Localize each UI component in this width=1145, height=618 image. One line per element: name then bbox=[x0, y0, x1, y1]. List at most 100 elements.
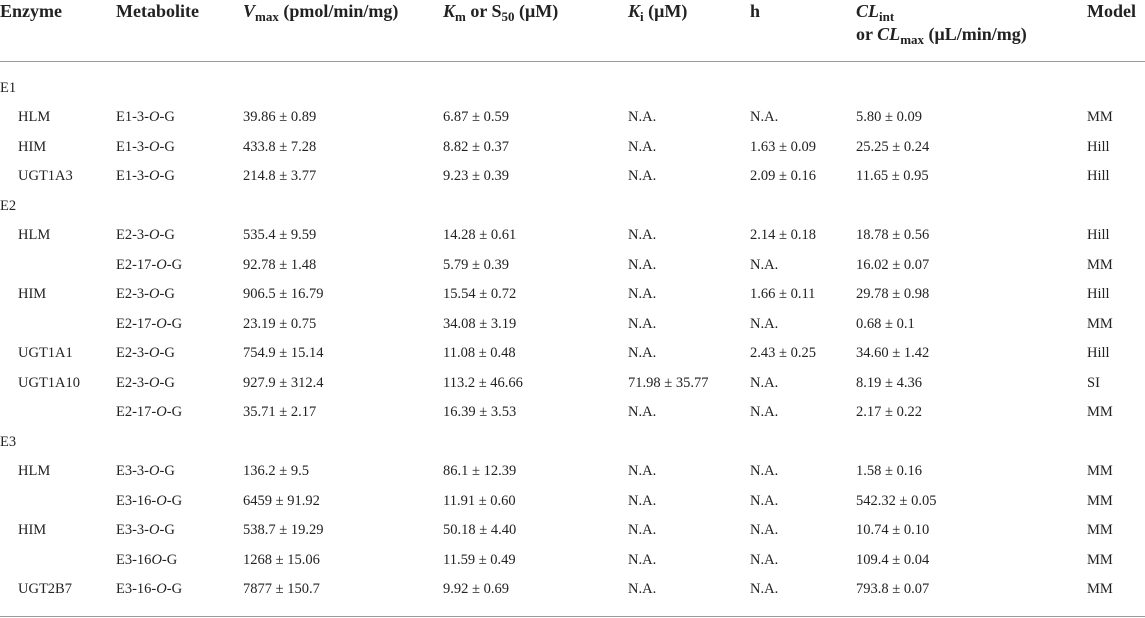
cell-vmax: 92.78 ± 1.48 bbox=[243, 257, 317, 273]
group-label-e1: E1 bbox=[0, 80, 17, 96]
cell-metabolite: E1-3-O-G bbox=[116, 139, 175, 155]
cell-h: N.A. bbox=[750, 375, 779, 391]
cell-enzyme: UGT2B7 bbox=[18, 581, 72, 597]
cell-enzyme: HIM bbox=[18, 286, 47, 302]
cell-vmax: 538.7 ± 19.29 bbox=[243, 522, 324, 538]
cell-km: 34.08 ± 3.19 bbox=[443, 316, 517, 332]
cell-metabolite: E3-16O-G bbox=[116, 552, 178, 568]
cell-metabolite: E3-16-O-G bbox=[116, 493, 183, 509]
cell-h: N.A. bbox=[750, 581, 779, 597]
cell-vmax: 433.8 ± 7.28 bbox=[243, 139, 317, 155]
cell-ki: N.A. bbox=[628, 139, 657, 155]
group-label-e3: E3 bbox=[0, 434, 17, 450]
cell-ki: N.A. bbox=[628, 581, 657, 597]
cell-cl: 29.78 ± 0.98 bbox=[856, 286, 930, 302]
cell-model: MM bbox=[1087, 552, 1113, 568]
cell-model: MM bbox=[1087, 404, 1113, 420]
cell-ki: N.A. bbox=[628, 286, 657, 302]
cell-km: 11.08 ± 0.48 bbox=[443, 345, 516, 361]
cell-vmax: 35.71 ± 2.17 bbox=[243, 404, 317, 420]
cell-metabolite: E3-3-O-G bbox=[116, 522, 175, 538]
cell-h: N.A. bbox=[750, 316, 779, 332]
cell-km: 6.87 ± 0.59 bbox=[443, 109, 509, 125]
cell-model: MM bbox=[1087, 109, 1113, 125]
cell-km: 113.2 ± 46.66 bbox=[443, 375, 523, 391]
header-metabolite: Metabolite bbox=[116, 1, 199, 21]
cell-ki: N.A. bbox=[628, 345, 657, 361]
header-h: h bbox=[750, 1, 761, 21]
cell-km: 5.79 ± 0.39 bbox=[443, 257, 509, 273]
cell-km: 14.28 ± 0.61 bbox=[443, 227, 517, 243]
cell-cl: 793.8 ± 0.07 bbox=[856, 581, 930, 597]
cell-ki: N.A. bbox=[628, 404, 657, 420]
cell-vmax: 1268 ± 15.06 bbox=[243, 552, 320, 568]
cell-km: 50.18 ± 4.40 bbox=[443, 522, 517, 538]
cell-enzyme: HIM bbox=[18, 522, 47, 538]
cell-vmax: 214.8 ± 3.77 bbox=[243, 168, 317, 184]
cell-h: N.A. bbox=[750, 257, 779, 273]
cell-cl: 10.74 ± 0.10 bbox=[856, 522, 930, 538]
cell-cl: 25.25 ± 0.24 bbox=[856, 139, 930, 155]
cell-h: N.A. bbox=[750, 552, 779, 568]
cell-h: 2.09 ± 0.16 bbox=[750, 168, 816, 184]
cell-model: MM bbox=[1087, 581, 1113, 597]
header-enzyme: Enzyme bbox=[0, 1, 62, 21]
cell-model: Hill bbox=[1087, 286, 1110, 302]
header-km: Km or S50 (μM) bbox=[443, 1, 559, 24]
cell-vmax: 535.4 ± 9.59 bbox=[243, 227, 317, 243]
cell-model: Hill bbox=[1087, 345, 1110, 361]
cell-h: 2.14 ± 0.18 bbox=[750, 227, 816, 243]
cell-km: 86.1 ± 12.39 bbox=[443, 463, 517, 479]
cell-h: N.A. bbox=[750, 463, 779, 479]
cell-cl: 8.19 ± 4.36 bbox=[856, 375, 922, 391]
cell-model: MM bbox=[1087, 522, 1113, 538]
cell-metabolite: E3-3-O-G bbox=[116, 463, 175, 479]
cell-km: 9.92 ± 0.69 bbox=[443, 581, 509, 597]
cell-model: Hill bbox=[1087, 227, 1110, 243]
header-vmax: Vmax (pmol/min/mg) bbox=[243, 1, 399, 24]
cell-metabolite: E3-16-O-G bbox=[116, 581, 183, 597]
cell-metabolite: E2-3-O-G bbox=[116, 286, 175, 302]
cell-km: 16.39 ± 3.53 bbox=[443, 404, 517, 420]
header-model: Model bbox=[1087, 1, 1136, 21]
cell-ki: N.A. bbox=[628, 227, 657, 243]
cell-enzyme: UGT1A1 bbox=[18, 345, 73, 361]
cell-model: MM bbox=[1087, 316, 1113, 332]
cell-ki: N.A. bbox=[628, 493, 657, 509]
header-rule bbox=[0, 61, 1145, 62]
cell-cl: 1.58 ± 0.16 bbox=[856, 463, 922, 479]
cell-km: 8.82 ± 0.37 bbox=[443, 139, 509, 155]
cell-cl: 109.4 ± 0.04 bbox=[856, 552, 930, 568]
cell-h: 1.66 ± 0.11 bbox=[750, 286, 816, 302]
cell-model: Hill bbox=[1087, 139, 1110, 155]
cell-model: SI bbox=[1087, 375, 1100, 391]
cell-metabolite: E1-3-O-G bbox=[116, 109, 175, 125]
cell-model: MM bbox=[1087, 493, 1113, 509]
cell-cl: 11.65 ± 0.95 bbox=[856, 168, 929, 184]
cell-ki: N.A. bbox=[628, 522, 657, 538]
cell-h: N.A. bbox=[750, 109, 779, 125]
cell-enzyme: HIM bbox=[18, 139, 47, 155]
group-label-e2: E2 bbox=[0, 198, 17, 214]
cell-ki: N.A. bbox=[628, 109, 657, 125]
header-cl: CLint or CLmax (μL/min/mg) bbox=[856, 1, 1027, 47]
cell-metabolite: E2-17-O-G bbox=[116, 257, 183, 273]
cell-h: N.A. bbox=[750, 404, 779, 420]
cell-vmax: 23.19 ± 0.75 bbox=[243, 316, 317, 332]
cell-enzyme: UGT1A3 bbox=[18, 168, 73, 184]
bottom-rule bbox=[0, 616, 1145, 617]
cell-metabolite: E2-17-O-G bbox=[116, 316, 183, 332]
cell-ki: N.A. bbox=[628, 316, 657, 332]
cell-enzyme: HLM bbox=[18, 109, 51, 125]
cell-vmax: 927.9 ± 312.4 bbox=[243, 375, 324, 391]
cell-ki: N.A. bbox=[628, 257, 657, 273]
cell-vmax: 136.2 ± 9.5 bbox=[243, 463, 309, 479]
cell-h: N.A. bbox=[750, 522, 779, 538]
cell-model: Hill bbox=[1087, 168, 1110, 184]
cell-enzyme: HLM bbox=[18, 227, 51, 243]
cell-enzyme: HLM bbox=[18, 463, 51, 479]
cell-model: MM bbox=[1087, 463, 1113, 479]
cell-metabolite: E2-3-O-G bbox=[116, 227, 175, 243]
cell-vmax: 754.9 ± 15.14 bbox=[243, 345, 324, 361]
cell-h: 1.63 ± 0.09 bbox=[750, 139, 816, 155]
